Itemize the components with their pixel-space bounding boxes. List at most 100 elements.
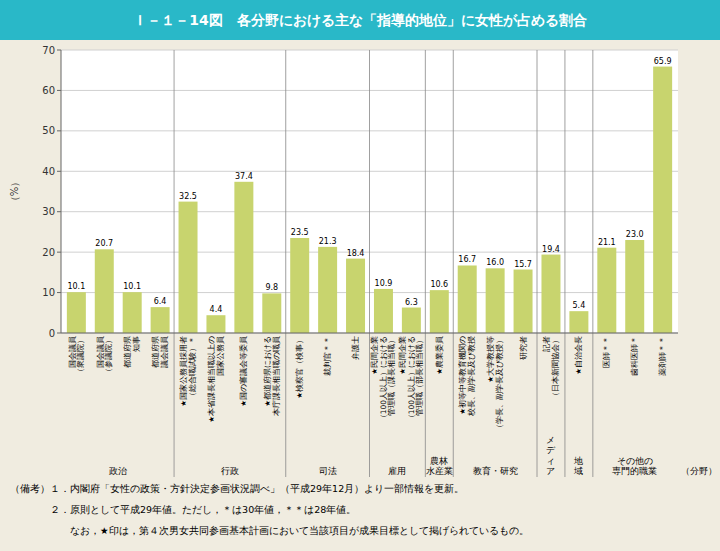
bar [514,270,533,333]
bar [458,265,477,333]
bar [430,290,449,333]
category-label: 記者（日本新聞協会） [542,336,560,400]
grid-line [61,333,678,334]
tick-mark [57,292,61,293]
category-label: 都道府県議会議員 [151,336,169,368]
category-label: 裁判官＊＊ [323,336,332,376]
sector-label: 地域 [573,456,583,477]
category-label: ★民間企業（100人以上）における管理職（部長相当職） [398,336,424,422]
data-label: 4.4 [210,305,223,314]
title-bar [0,0,720,40]
note: ２．原則として平成29年値。ただし，＊は30年値，＊＊は28年値。 [10,504,356,515]
sector-label: 行政 [221,466,239,476]
data-label: 37.4 [235,172,253,181]
data-label: 19.4 [542,245,560,254]
sector-label: メディア [546,435,556,477]
data-label: 65.9 [654,57,672,66]
sector-divider [174,50,175,477]
data-label: 6.4 [154,297,167,306]
category-label: ★検察官（検事） [295,336,304,399]
data-label: 18.4 [347,249,365,258]
y-axis-label: （%） [9,177,20,207]
bar [402,308,421,333]
category-label: 歯科医師＊ [630,336,639,376]
sector-label: その他の専門的職業 [612,456,657,477]
category-label: 研究者 [519,336,528,360]
data-label: 10.1 [123,282,141,291]
category-label: 国会議員（参議院） [96,336,114,376]
category-label: ★初等中等教育機関の校長、副学長及び教授 [458,336,476,417]
tick-label: 60 [42,85,55,96]
category-label: 弁護士 [351,336,360,360]
bar [346,259,365,333]
data-label: 15.7 [514,260,532,269]
category-label: ★国家公務員採用者（総合職試験）＊ [179,336,197,407]
bar [653,67,672,333]
sector-label: 司法 [319,466,337,476]
tick-label: 50 [42,125,55,136]
chart: Ｉ－１－14図 各分野における主な「指導的地位」に女性が占める割合0102030… [0,0,720,551]
tick-mark [57,171,61,172]
tick-mark [57,333,61,334]
category-label: 医師＊＊ [602,336,611,368]
bar [262,293,281,333]
category-label: 薬剤師＊＊ [658,336,667,376]
bar [290,238,309,333]
bars [67,67,672,333]
data-label: 21.3 [319,237,337,246]
tick-label: 0 [49,328,55,339]
x-axis-label: （分野） [681,466,717,476]
bar [569,311,588,333]
sector-divider [425,50,426,477]
bar [597,248,616,333]
category-label: ★自治会長 [574,336,583,375]
tick-label: 70 [42,45,55,56]
tick-mark [57,211,61,212]
data-label: 6.3 [405,298,418,307]
sector-divider [369,50,370,477]
sector-divider [592,50,593,477]
tick-label: 30 [42,206,55,217]
data-label: 10.9 [375,279,393,288]
data-label: 23.5 [291,228,309,237]
category-label: ★国の審議会等委員 [239,336,248,407]
sector-label: 雇用 [388,466,406,476]
sector-label: 政治 [109,466,127,476]
category-label: ★民間企業（100人以上）における管理職（課長相当職） [370,336,396,422]
data-label: 16.7 [458,255,476,264]
data-label: 16.0 [486,258,504,267]
sector-label: 農林水産業 [426,456,453,477]
sector-divider [285,50,286,477]
category-label: ★都道府県における本庁課長相当職の職員 [263,336,281,416]
bar [123,292,142,333]
category-label: ★本省課長相当職以上の国家公務員 [207,336,225,423]
tick-label: 10 [42,287,55,298]
tick-mark [57,130,61,131]
data-label: 32.5 [179,192,197,201]
y-axis [61,50,62,333]
sector-divider [453,50,454,477]
background [0,0,720,551]
bar [318,247,337,333]
note: なお，★印は，第４次男女共同参画基本計画において当該項目が成果目標として掲げられ… [10,525,529,536]
category-label: 都道府県知事 [123,336,141,368]
tick-mark [57,252,61,253]
note: （備考）１．内閣府「女性の政策・方針決定参画状況調べ」（平成29年12月）より一… [10,483,464,494]
data-label: 10.6 [430,280,448,289]
tick-label: 20 [42,247,55,258]
tick-mark [57,50,61,51]
data-label: 9.8 [265,283,278,292]
bar [541,255,560,333]
bar [179,202,198,333]
data-label: 5.4 [573,301,586,310]
category-label: 国会議員（衆議院） [68,336,86,376]
bar [151,307,170,333]
bar [206,315,225,333]
bar [374,289,393,333]
bar [95,249,114,333]
data-label: 10.1 [67,282,85,291]
sector-label: 教育・研究 [473,466,518,476]
category-label: ★農業委員 [435,336,444,375]
bar [486,268,505,333]
data-label: 23.0 [626,230,644,239]
